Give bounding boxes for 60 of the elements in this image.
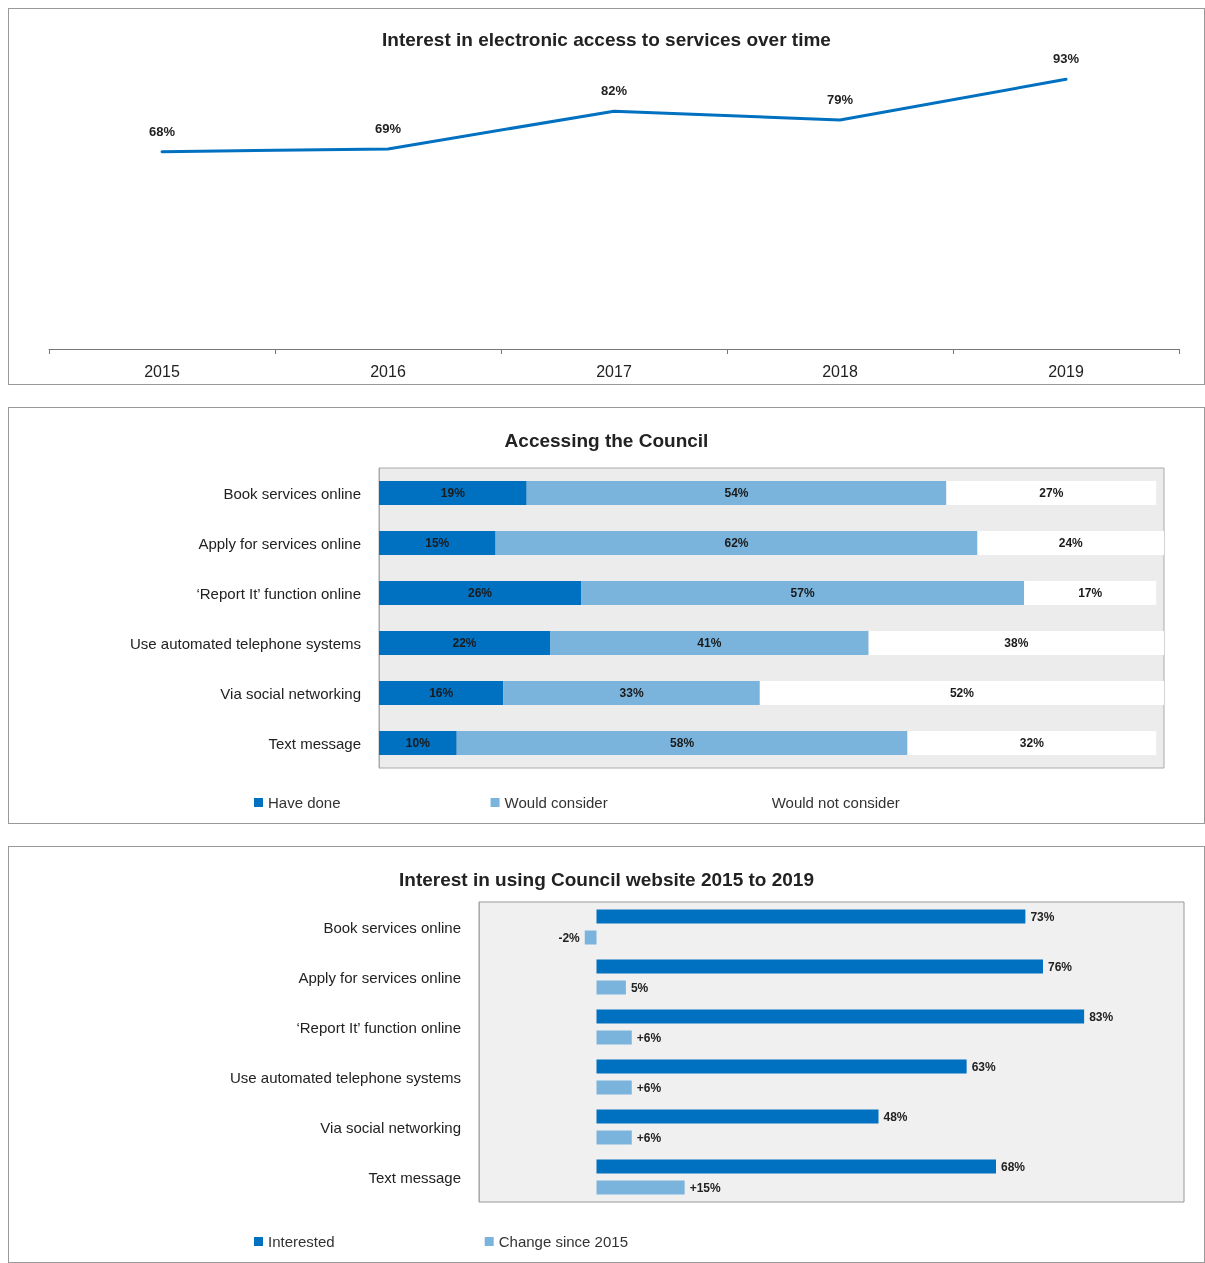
data-label: 58% xyxy=(670,736,695,750)
data-label: 33% xyxy=(619,686,644,700)
data-label: 10% xyxy=(405,736,431,750)
data-label: 41% xyxy=(697,636,722,650)
y-tick-label: Use automated telephone systems xyxy=(130,634,361,652)
legend-label: Have done xyxy=(268,794,341,811)
y-tick-label: Via social networking xyxy=(220,684,361,702)
data-label: 24% xyxy=(1058,536,1084,550)
data-label: 73% xyxy=(1030,909,1055,924)
data-label: 62% xyxy=(724,536,749,550)
chart-title: Interest in electronic access to services over time xyxy=(382,29,831,50)
data-label: 19% xyxy=(440,486,466,500)
y-tick-label: Use automated telephone systems xyxy=(230,1068,461,1086)
data-label: 79% xyxy=(826,91,854,107)
data-label: 32% xyxy=(1019,736,1045,750)
data-label: 83% xyxy=(1089,1009,1114,1024)
data-label: 17% xyxy=(1078,586,1103,600)
data-label: 16% xyxy=(429,686,454,700)
y-tick-label: Apply for services online xyxy=(198,534,361,552)
data-label: 69% xyxy=(374,120,402,136)
legend-label: Change since 2015 xyxy=(498,1233,628,1250)
data-label: 68% xyxy=(148,123,176,139)
data-label: 52% xyxy=(949,686,975,700)
text: Would not consider xyxy=(771,794,900,811)
data-label: 57% xyxy=(790,586,815,600)
data-label: 22% xyxy=(452,636,477,650)
data-label: 48% xyxy=(883,1109,908,1124)
y-tick-label: Book services online xyxy=(223,484,361,502)
data-label: 68% xyxy=(1001,1159,1026,1174)
x-tick-label: 2018 xyxy=(822,362,858,380)
x-tick-label: 2017 xyxy=(596,362,632,380)
data-label: +6% xyxy=(636,1080,662,1095)
y-tick-label: Via social networking xyxy=(320,1118,461,1136)
data-label: 27% xyxy=(1039,486,1064,500)
data-label: +15% xyxy=(689,1180,721,1195)
y-tick-label: Text message xyxy=(268,734,361,752)
chart-title: Accessing the Council xyxy=(504,430,709,451)
x-tick-label: 2015 xyxy=(144,362,180,380)
y-tick-label: Book services online xyxy=(323,918,461,936)
data-label: 93% xyxy=(1052,51,1080,67)
data-label: -2% xyxy=(558,930,581,945)
y-tick-label: ‘Report It’ function online xyxy=(196,584,361,602)
data-label: 82% xyxy=(600,83,628,99)
data-label: 63% xyxy=(971,1059,996,1074)
y-tick-label: ‘Report It’ function online xyxy=(296,1018,461,1036)
data-label: 76% xyxy=(1048,959,1073,974)
data-label: 54% xyxy=(724,486,749,500)
legend-label: Would consider xyxy=(504,794,608,811)
data-label: 15% xyxy=(425,536,450,550)
chart-title: Interest in using Council website 2015 to 2019 xyxy=(399,869,814,890)
x-tick-label: 2016 xyxy=(370,362,406,380)
legend-label: Interested xyxy=(268,1233,335,1250)
data-label: 26% xyxy=(468,586,493,600)
x-tick-label: 2019 xyxy=(1048,362,1084,380)
data-label: 5% xyxy=(630,980,649,995)
data-label: +6% xyxy=(636,1130,662,1145)
data-label: 38% xyxy=(1004,636,1029,650)
data-label: +6% xyxy=(636,1030,662,1045)
y-tick-label: Text message xyxy=(368,1168,461,1186)
y-tick-label: Apply for services online xyxy=(298,968,461,986)
